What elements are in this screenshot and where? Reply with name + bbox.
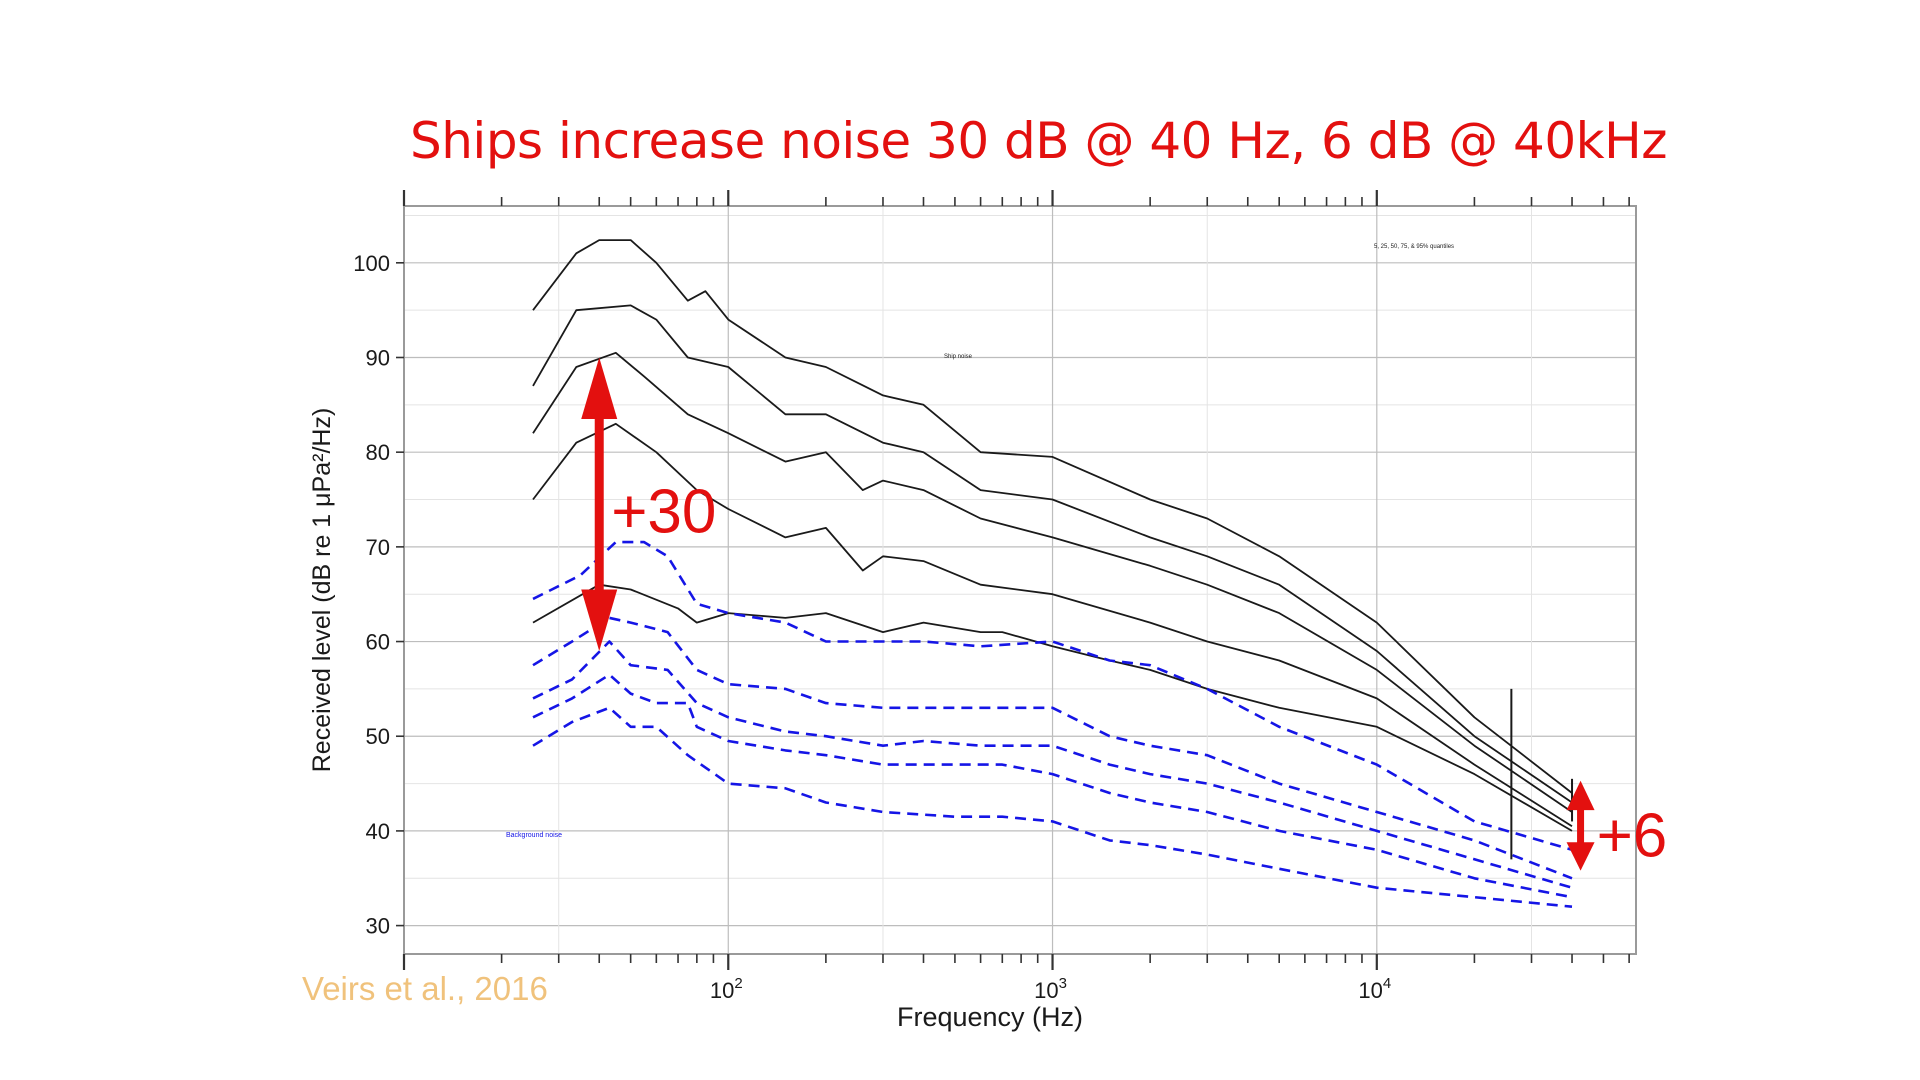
y-tick-label: 40 [366,819,390,844]
citation: Veirs et al., 2016 [302,970,548,1007]
increase-6-label: +6 [1597,801,1668,870]
y-tick-label: 90 [366,345,390,370]
y-tick-label: 50 [366,724,390,749]
arrow-head-down [581,589,618,652]
x-axis-label: Frequency (Hz) [897,1002,1083,1032]
ship-q25-line [532,422,1573,827]
legend-note: 5, 25, 50, 75, & 95% quantiles [1374,244,1454,250]
ship-q5-line [532,583,1573,832]
background-q95-line [532,540,1573,852]
background-q5-line [532,706,1573,908]
x-tick-labels: 102 103 104 [710,975,1391,1003]
y-tick-label: 80 [366,440,390,465]
y-tick-label: 30 [366,914,390,939]
y-axis-label: Received level (dB re 1 μPa²/Hz) [308,408,336,773]
increase-30-annotation: +30 [581,357,716,652]
y-tick-labels: 30 40 50 60 70 80 90 100 [353,251,390,939]
x-tick-label: 103 [1034,975,1067,1003]
series-layer [532,239,1574,908]
axis-ticks [396,190,1630,970]
ship-q95-line [532,239,1573,794]
y-tick-label: 70 [366,535,390,560]
arrow-head-up [1566,780,1595,811]
ship-q75-line [532,304,1573,804]
background-q75-line [532,616,1573,880]
grid [404,206,1636,954]
x-tick-label: 104 [1358,975,1391,1003]
background-noise-label: Background noise [506,832,562,839]
ship-noise-label: Ship noise [944,354,973,360]
arrow-head-up [581,357,618,420]
y-tick-label: 100 [353,251,390,276]
ship-q50-line [532,351,1573,813]
increase-30-label: +30 [611,478,716,547]
plot-frame [403,205,1637,955]
background-q50-line [532,640,1573,889]
arrow-head-down [1566,842,1595,871]
increase-6-annotation: +6 [1566,780,1668,871]
slide-title: Ships increase noise 30 dB @ 40 Hz, 6 dB… [410,112,1667,170]
x-tick-label: 102 [710,975,743,1003]
y-tick-label: 60 [366,630,390,655]
